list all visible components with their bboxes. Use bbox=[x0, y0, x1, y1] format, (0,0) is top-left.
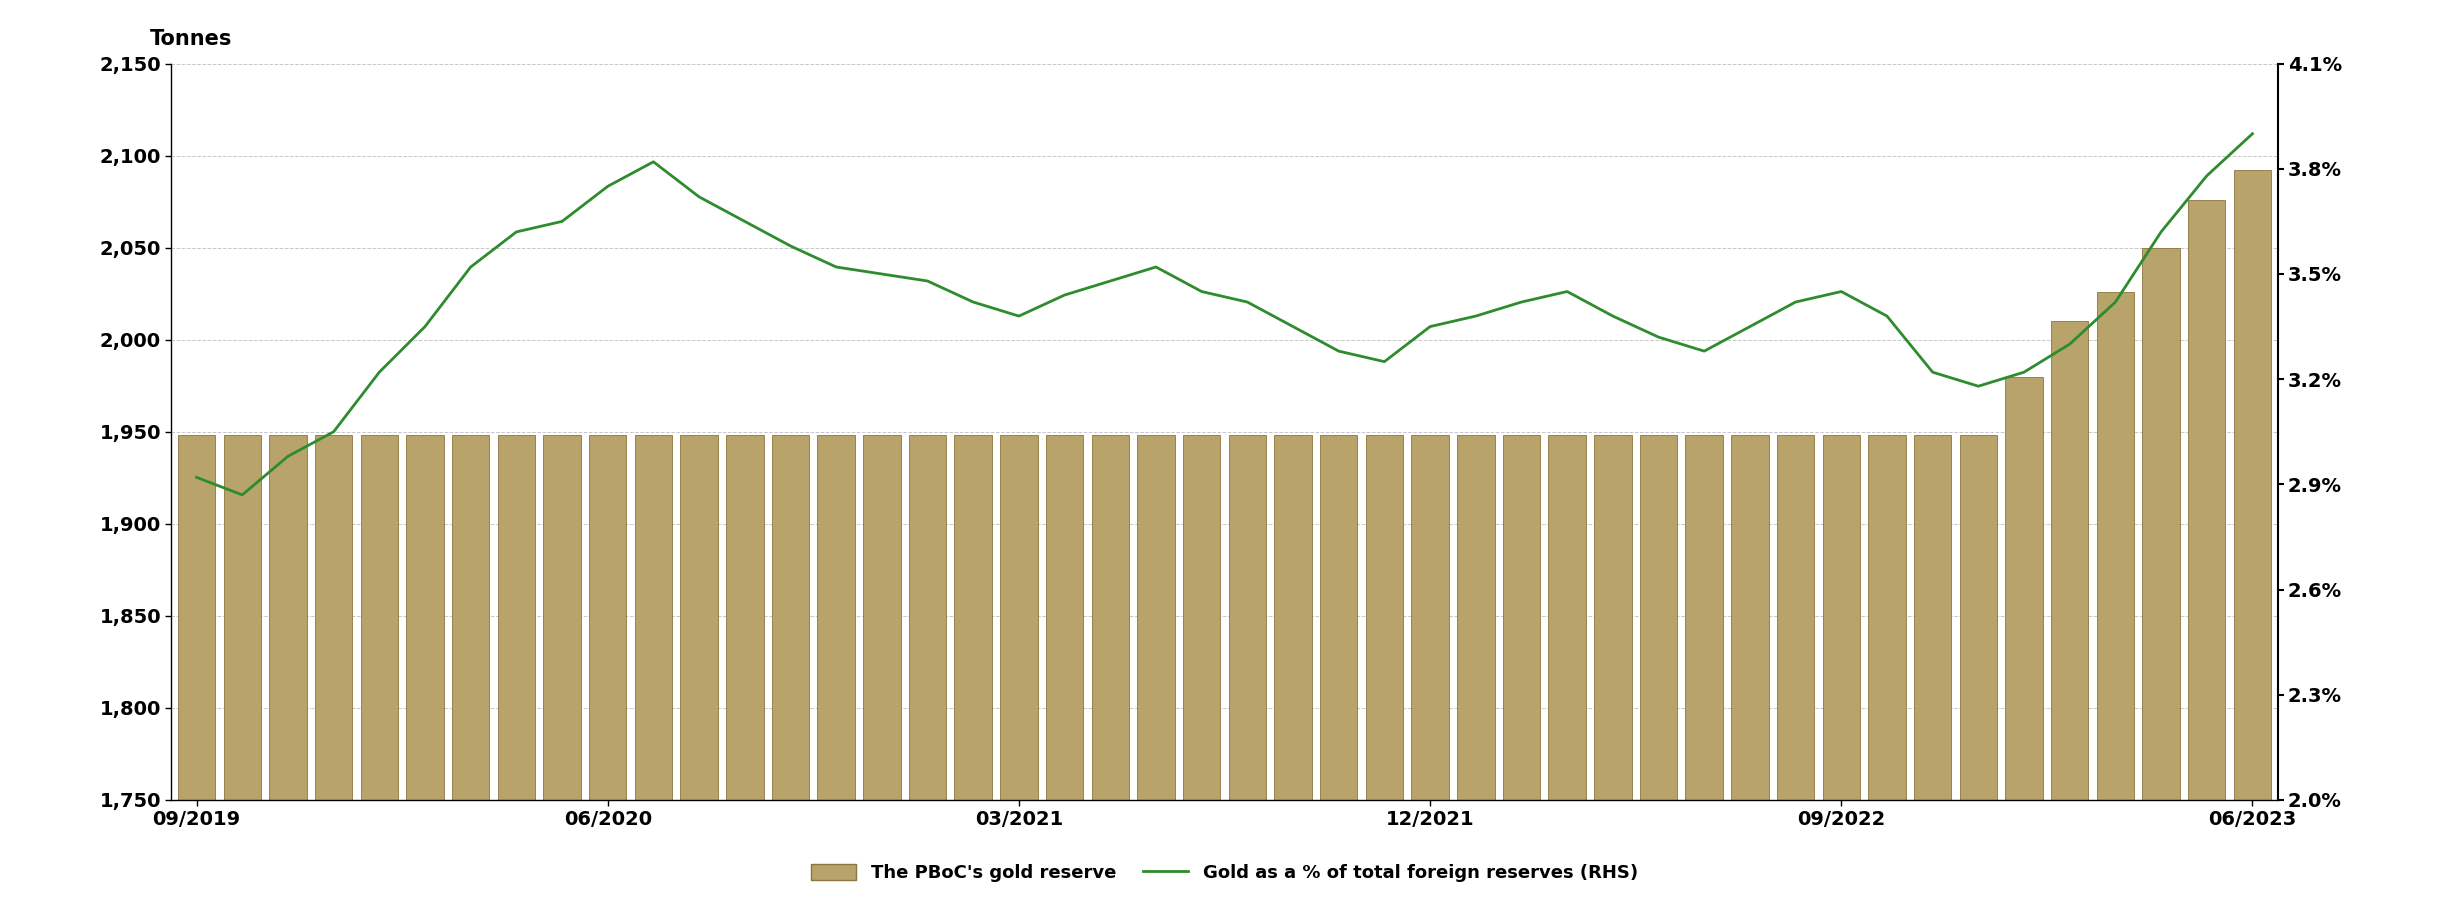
Bar bbox=[1778, 435, 1815, 800]
Bar bbox=[453, 435, 490, 800]
Text: Tonnes: Tonnes bbox=[149, 29, 233, 49]
Bar bbox=[681, 435, 718, 800]
Bar bbox=[1092, 435, 1129, 800]
Bar bbox=[1504, 435, 1540, 800]
Legend: The PBoC's gold reserve, Gold as a % of total foreign reserves (RHS): The PBoC's gold reserve, Gold as a % of … bbox=[803, 854, 1646, 891]
Bar bbox=[909, 435, 945, 800]
Bar bbox=[771, 435, 808, 800]
Bar bbox=[1273, 435, 1313, 800]
Bar bbox=[497, 435, 534, 800]
Bar bbox=[1959, 435, 1996, 800]
Bar bbox=[634, 435, 671, 800]
Bar bbox=[999, 435, 1038, 800]
Bar bbox=[1411, 435, 1450, 800]
Bar bbox=[1822, 435, 1859, 800]
Bar bbox=[223, 435, 262, 800]
Bar bbox=[316, 435, 353, 800]
Bar bbox=[360, 435, 399, 800]
Bar bbox=[2050, 322, 2089, 800]
Bar bbox=[818, 435, 855, 800]
Bar bbox=[407, 435, 443, 800]
Bar bbox=[1229, 435, 1266, 800]
Bar bbox=[2096, 292, 2133, 800]
Bar bbox=[544, 435, 580, 800]
Bar bbox=[1915, 435, 1952, 800]
Bar bbox=[862, 435, 901, 800]
Bar bbox=[1594, 435, 1631, 800]
Bar bbox=[1641, 435, 1678, 800]
Bar bbox=[2143, 248, 2180, 800]
Bar bbox=[1685, 435, 1724, 800]
Bar bbox=[2233, 170, 2270, 800]
Bar bbox=[1457, 435, 1494, 800]
Bar bbox=[2006, 376, 2042, 800]
Bar bbox=[590, 435, 627, 800]
Bar bbox=[1548, 435, 1587, 800]
Bar bbox=[1183, 435, 1220, 800]
Bar bbox=[1136, 435, 1176, 800]
Bar bbox=[2187, 200, 2226, 800]
Bar bbox=[1320, 435, 1357, 800]
Bar bbox=[269, 435, 306, 800]
Bar bbox=[955, 435, 992, 800]
Bar bbox=[1731, 435, 1768, 800]
Bar bbox=[1869, 435, 1905, 800]
Bar bbox=[1367, 435, 1403, 800]
Bar bbox=[179, 435, 216, 800]
Bar bbox=[1046, 435, 1082, 800]
Bar bbox=[725, 435, 764, 800]
